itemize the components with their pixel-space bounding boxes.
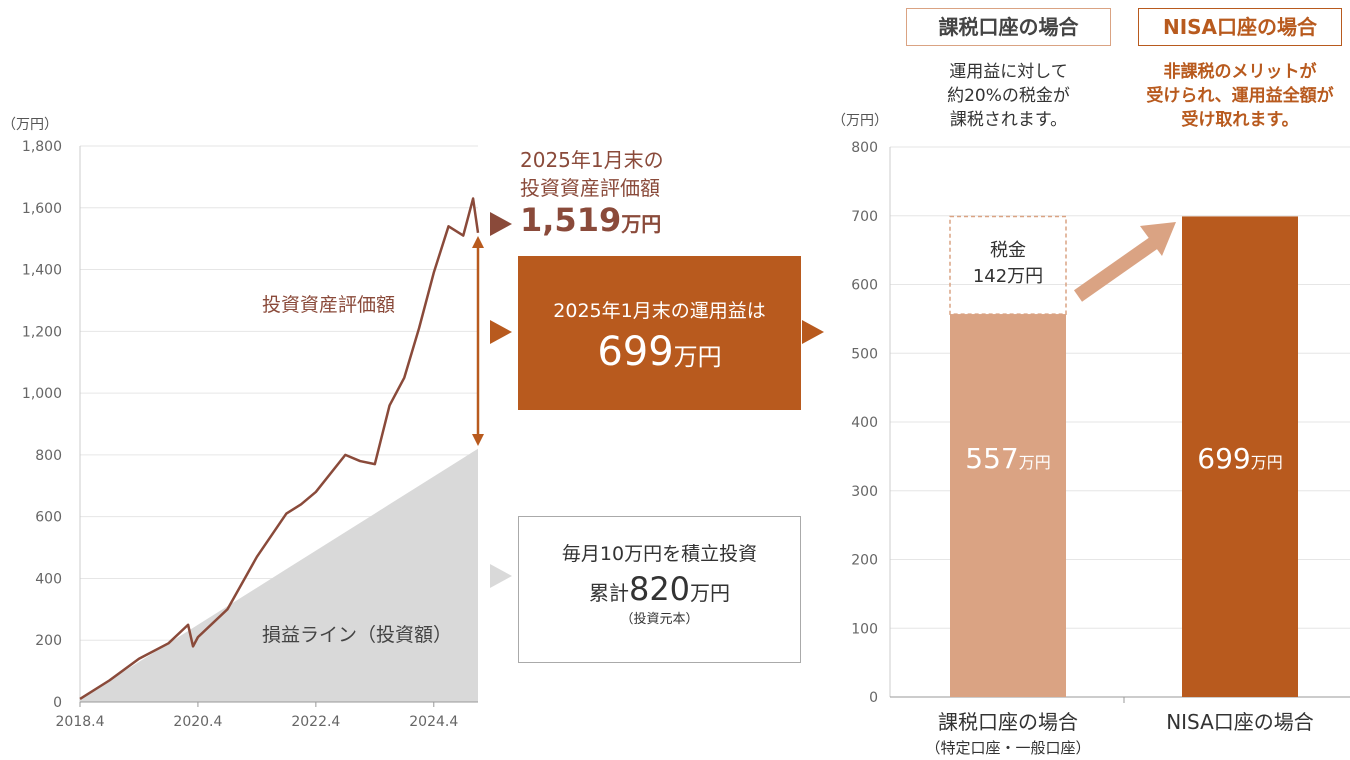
nisa-desc-1: 非課税のメリットが (1163, 62, 1317, 82)
left-y-tick-label: 600 (35, 510, 62, 526)
principal-prefix: 累計 (588, 581, 629, 605)
eval-annotation: 2025年1月末の 投資資産評価額 1,519万円 (520, 146, 664, 238)
right-y-tick-label: 300 (851, 484, 878, 500)
eval-unit: 万円 (621, 212, 662, 236)
tax-label-block: 税金 142万円 (950, 238, 1066, 290)
bar-tax-0 (949, 215, 1067, 315)
left-y-tick-label: 1,600 (22, 201, 62, 217)
taxable-desc-3: 課税されます。 (949, 110, 1068, 130)
right-y-unit-label: （万円） (832, 113, 888, 129)
x-label-taxable-block: 課税口座の場合 （特定口座・一般口座） (898, 706, 1118, 758)
left-y-tick-label: 1,800 (22, 139, 62, 155)
series-label-eval: 投資資産評価額 (262, 294, 396, 316)
bar2-value: 699 (1197, 442, 1251, 475)
left-y-tick-label: 1,400 (22, 263, 62, 279)
left-y-tick-label: 800 (35, 448, 62, 464)
eval-pointer-icon (490, 212, 512, 236)
bar-profit-0 (950, 314, 1066, 697)
profit-pointer-icon (490, 320, 512, 344)
profit-value-row: 699万円 (518, 329, 801, 375)
right-y-tick-label: 100 (851, 621, 878, 637)
bar-profit-1 (1182, 216, 1298, 697)
profit-range-arrow (472, 236, 484, 446)
right-pointer-icon (802, 320, 824, 344)
principal-area (80, 448, 478, 702)
left-y-tick-label: 1,000 (22, 386, 62, 402)
taxable-desc: 運用益に対して 約20%の税金が 課税されます。 (906, 60, 1111, 132)
bar1-value: 557 (965, 442, 1019, 475)
principal-unit: 万円 (690, 581, 731, 605)
left-y-tick-label: 1,200 (22, 324, 62, 340)
left-y-tick-label: 400 (35, 571, 62, 587)
nisa-desc-3: 受け取れます。 (1181, 110, 1299, 130)
right-y-tick-label: 700 (851, 209, 878, 225)
nisa-header: NISA口座の場合 (1138, 8, 1342, 46)
right-y-tick-label: 800 (851, 140, 878, 156)
principal-box: 毎月10万円を積立投資 累計820万円 （投資元本） (518, 516, 801, 663)
right-y-tick-label: 500 (851, 346, 878, 362)
x-label-nisa: NISA口座の場合 (1166, 710, 1314, 734)
taxable-desc-2: 約20%の税金が (947, 86, 1070, 106)
left-y-tick-label: 200 (35, 633, 62, 649)
left-y-unit-label: （万円） (2, 117, 58, 133)
taxable-header: 課税口座の場合 (906, 8, 1111, 46)
left-x-tick-label: 2020.4 (173, 714, 222, 730)
eval-line (79, 197, 480, 700)
eval-value: 1,519 (520, 201, 622, 239)
taxable-desc-1: 運用益に対して (949, 62, 1068, 82)
profit-unit: 万円 (673, 343, 722, 371)
left-x-tick-label: 2018.4 (56, 714, 105, 730)
profit-line1: 2025年1月末の運用益は (553, 300, 766, 322)
nisa-desc-2: 受けられ、運用益全額が (1146, 86, 1334, 106)
bar2-label: 699万円 (1182, 442, 1298, 475)
right-y-tick-label: 600 (851, 278, 878, 294)
profit-box: 2025年1月末の運用益は 699万円 (518, 256, 801, 410)
x-label-taxable-sub: （特定口座・一般口座） (925, 739, 1091, 757)
principal-value: 820 (628, 570, 691, 608)
tax-label: 税金 (990, 240, 1026, 261)
nisa-desc: 非課税のメリットが 受けられ、運用益全額が 受け取れます。 (1118, 60, 1350, 132)
x-label-taxable: 課税口座の場合 (938, 710, 1078, 734)
eval-line1: 2025年1月末の (520, 148, 664, 172)
left-x-tick-label: 2022.4 (291, 714, 340, 730)
series-label-principal: 損益ライン（投資額） (262, 624, 453, 646)
principal-value-row: 累計820万円 (519, 570, 800, 608)
principal-pointer-icon (490, 564, 512, 588)
right-y-tick-label: 200 (851, 553, 878, 569)
right-y-tick-label: 400 (851, 415, 878, 431)
eval-value-row: 1,519万円 (520, 204, 664, 238)
diagonal-arrow-icon (1073, 222, 1176, 302)
principal-line1: 毎月10万円を積立投資 (561, 543, 758, 565)
bar2-unit: 万円 (1250, 453, 1283, 472)
tax-value: 142万円 (972, 266, 1044, 287)
principal-note: （投資元本） (620, 612, 699, 627)
right-y-tick-label: 0 (869, 690, 878, 706)
bar1-label: 557万円 (950, 442, 1066, 475)
left-y-tick-label: 0 (53, 695, 62, 711)
profit-value: 699 (597, 329, 674, 375)
bar1-unit: 万円 (1018, 453, 1051, 472)
left-x-tick-label: 2024.4 (409, 714, 458, 730)
eval-line2: 投資資産評価額 (520, 176, 660, 200)
